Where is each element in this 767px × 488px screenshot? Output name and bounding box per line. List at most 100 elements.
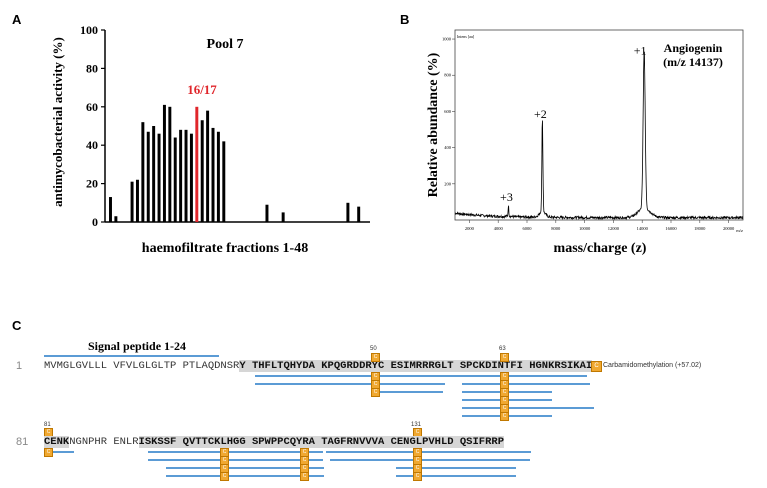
panel-c-letter: C: [12, 318, 22, 333]
pep-r2-8: [396, 475, 516, 477]
pep-r1-3: [373, 391, 443, 393]
b-peak-label: +2: [534, 107, 547, 121]
a-bar: [211, 127, 215, 222]
pep-r1-5: [462, 383, 590, 385]
a-bar: [195, 106, 199, 222]
a-bar: [157, 133, 161, 222]
b-xtick-label: 18000: [694, 226, 706, 231]
a-bar: [130, 181, 134, 222]
row2-plain: NGNPHR ENLR: [69, 436, 139, 448]
row1-sequence: MVMGLGVLLL VFVLGLGLTP PTLAQDNSRY THFLTQH…: [44, 360, 593, 372]
row2-sequence: CENKNGNPHR ENLRISKSSF QVTTCKLHGG SPWPPCQ…: [44, 436, 504, 448]
a-bar: [346, 202, 350, 222]
legend-mod-box: C: [591, 361, 602, 372]
a-ytick-label: 100: [80, 23, 98, 37]
mod-63-6: C: [500, 412, 509, 421]
b-spectrum-line: [454, 51, 744, 221]
pos-131-label: 131: [411, 422, 422, 428]
a-ytick-label: 20: [86, 177, 98, 191]
b-annotation-sub: (m/z 14137): [663, 55, 723, 69]
b-ytick-label: 600: [444, 109, 452, 114]
bar-chart-a: 0 20 40 60 80 100 Pool 7 16/17 haemofiltrate …: [50, 23, 370, 256]
panel-b-letter: B: [400, 12, 410, 27]
mod-r2-a4: C: [220, 472, 229, 481]
b-xtick-label: 6000: [523, 226, 533, 231]
b-ytick-label: 200: [444, 181, 452, 186]
row2-highlight-1: CENK: [44, 436, 70, 448]
a-bar: [265, 204, 269, 222]
row1-number: 1: [16, 360, 23, 372]
panel-a-letter: A: [12, 12, 22, 27]
a-bar: [216, 131, 220, 222]
b-xtick-label: 4000: [494, 226, 504, 231]
a-bar: [173, 137, 177, 222]
b-xtick-label: 20000: [723, 226, 735, 231]
mod-50-3: C: [371, 388, 380, 397]
b-x-unit: m/z: [736, 228, 743, 233]
b-xtick-label: 10000: [579, 226, 591, 231]
pos-63-label: 63: [499, 346, 506, 352]
b-xtick-label: 16000: [665, 226, 677, 231]
a-bar: [114, 216, 118, 222]
pep-r1-8: [462, 407, 594, 409]
a-ytick-label: 60: [86, 100, 98, 114]
b-xtick-label: 12000: [608, 226, 620, 231]
a-ytick-label: 0: [92, 215, 98, 229]
signal-peptide-label: Signal peptide 1-24: [88, 339, 187, 353]
pos-50-label: 50: [370, 346, 377, 352]
pep-r2-5: [326, 451, 531, 453]
row2-number: 81: [16, 436, 29, 448]
a-bar: [184, 129, 188, 222]
pep-r1-1: [255, 375, 510, 377]
legend-mod-label: Carbamidomethylation (+57.02): [603, 362, 702, 369]
pep-r2-4: [166, 475, 324, 477]
pep-r2-1: [148, 451, 323, 453]
b-ytick-label: 1000: [442, 37, 452, 42]
a-ytick-label: 80: [86, 61, 98, 75]
signal-peptide-bar: [44, 355, 219, 357]
pep-r2-0: [44, 451, 74, 453]
mod-81-1: C: [44, 448, 53, 457]
a-ytick-label: 40: [86, 138, 98, 152]
a-bar: [168, 106, 172, 222]
b-xtick-label: 14000: [637, 226, 649, 231]
a-bar: [152, 126, 156, 222]
a-bar: [179, 129, 183, 222]
b-peak-label: +1: [634, 44, 647, 58]
a-bar: [141, 122, 145, 222]
mod-r2-b4: C: [300, 472, 309, 481]
b-xtick-label: 8000: [551, 226, 561, 231]
a-bar: [162, 104, 166, 222]
b-ytick-label: 800: [444, 73, 452, 78]
mod-63-top: C: [500, 353, 509, 362]
b-y-unit: Intens [au]: [457, 34, 475, 39]
b-ytick-label: 400: [444, 145, 452, 150]
pos-81-label: 81: [44, 422, 51, 428]
b-annotation-title: Angiogenin: [664, 41, 723, 55]
b-xtick-label: 2000: [465, 226, 475, 231]
pep-r2-6: [330, 459, 530, 461]
a-bar: [109, 197, 112, 222]
chart-b-xlabel: mass/charge (z): [554, 241, 647, 256]
row2-highlight-2: ISKSSF QVTTCKLHGG SPWPPCQYRA TAGFRNVVVA …: [138, 436, 504, 448]
chart-b-ylabel: Relative abundance (%): [426, 52, 441, 197]
mass-spectrum-b: 2000 4000 6000 8000 10000 12000 14000 16000 1800…: [426, 29, 744, 256]
chart-a-title: Pool 7: [207, 37, 244, 52]
chart-a-ylabel: antimycobacterial activity (%): [50, 37, 65, 207]
a-bar: [357, 206, 361, 222]
a-bar: [200, 120, 204, 222]
b-peak-label: +3: [500, 190, 513, 204]
pep-r2-2: [148, 459, 323, 461]
pep-r1-2: [255, 383, 445, 385]
row1-highlight: Y THFLTQHYDA KPQGRDDRYC ESIMRRRGLT SPCKD…: [239, 360, 593, 372]
pep-r2-7: [396, 467, 516, 469]
a-bar: [281, 212, 285, 222]
a-bar: [146, 131, 150, 222]
a-bar: [189, 133, 193, 222]
a-bar: [135, 179, 139, 222]
mod-131-4: C: [413, 472, 422, 481]
a-bar: [222, 141, 226, 222]
mod-50-top: C: [371, 353, 380, 362]
pep-r2-3: [166, 467, 324, 469]
chart-a-xlabel: haemofiltrate fractions 1-48: [142, 241, 308, 256]
